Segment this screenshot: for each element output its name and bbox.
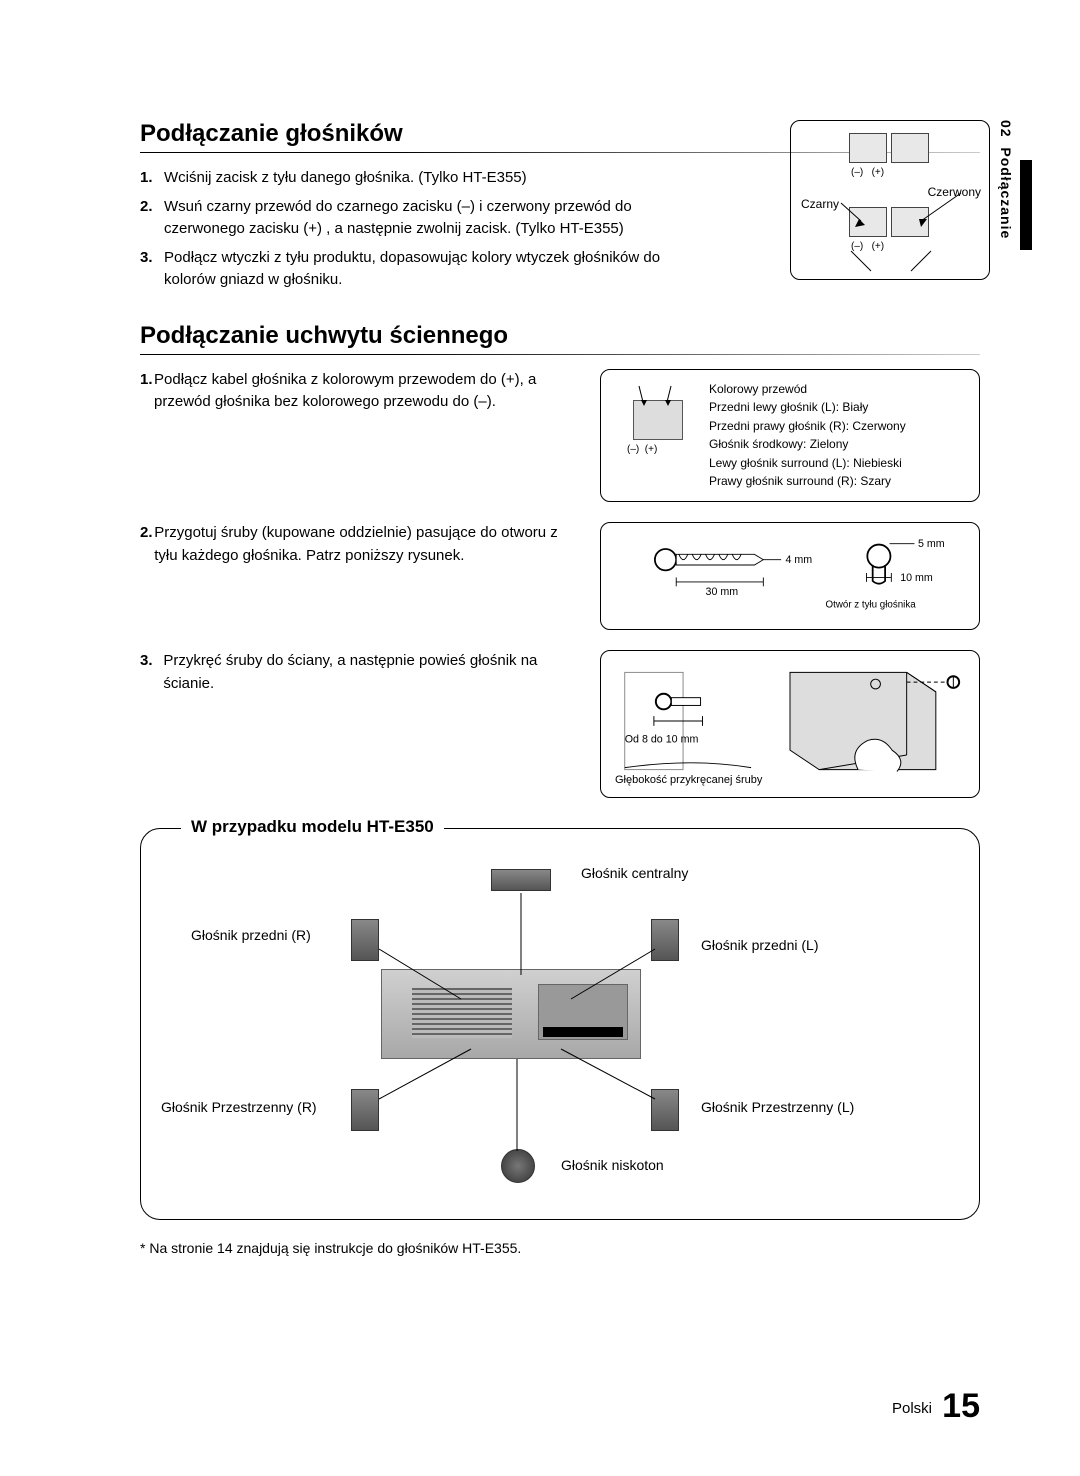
depth-label: Głębokość przykręcanej śruby xyxy=(615,772,762,790)
s2-step3-text: Przykręć śruby do ściany, a następnie po… xyxy=(163,650,580,798)
s2-step1-text: Podłącz kabel głośnika z kolorowym przew… xyxy=(154,369,580,503)
wire-fr: Przedni prawy głośnik (R): Czerwony xyxy=(709,417,906,436)
footer-lang: Polski xyxy=(892,1400,932,1417)
step-text: Wciśnij zacisk z tyłu danego głośnika. (… xyxy=(164,167,680,190)
section2-heading: Podłączanie uchwytu ściennego xyxy=(140,322,980,350)
svg-text:10 mm: 10 mm xyxy=(900,572,933,584)
step-number: 1. xyxy=(140,167,164,190)
model-layout-box: W przypadku modelu HT-E350 Głośnik centr… xyxy=(140,828,980,1220)
footnote: * Na stronie 14 znajdują się instrukcje … xyxy=(140,1240,980,1256)
wire-heading: Kolorowy przewód xyxy=(709,380,906,399)
section2-rule xyxy=(140,354,980,355)
svg-text:30 mm: 30 mm xyxy=(706,586,739,598)
wire-color-panel: (–) (+) Kolorowy przewód Przedni lewy gł… xyxy=(600,369,980,503)
wire-c: Głośnik środkowy: Zielony xyxy=(709,435,906,454)
chapter-number: 02 xyxy=(998,120,1014,138)
chapter-title: Podłączanie xyxy=(998,147,1014,239)
polarity-plus2: (+) xyxy=(872,241,885,252)
s2-step1-num: 1. xyxy=(140,369,154,503)
svg-text:4 mm: 4 mm xyxy=(786,554,813,566)
s2-step2-text: Przygotuj śruby (kupowane oddzielnie) pa… xyxy=(154,522,580,630)
polarity-minus2: (–) xyxy=(851,241,863,252)
wires-minus: (–) xyxy=(627,444,639,455)
s2-step3-num: 3. xyxy=(140,650,163,798)
step-number: 2. xyxy=(140,196,164,241)
side-chapter-tab: 02 Podłączanie xyxy=(998,120,1020,560)
model-box-title: W przypadku modelu HT-E350 xyxy=(181,817,444,837)
page-footer: Polski 15 xyxy=(892,1387,980,1426)
s1-step3: 3. Podłącz wtyczki z tyłu produktu, dopa… xyxy=(140,247,680,292)
s2-step2-num: 2. xyxy=(140,522,154,630)
step-number: 3. xyxy=(140,247,164,292)
s1-step1: 1. Wciśnij zacisk z tyłu danego głośnika… xyxy=(140,167,680,190)
s1-step2: 2. Wsuń czarny przewód do czarnego zacis… xyxy=(140,196,680,241)
screw-spec-panel: 4 mm 30 mm 5 mm 10 mm xyxy=(600,522,980,630)
wire-fl: Przedni lewy głośnik (L): Biały xyxy=(709,398,906,417)
svg-text:Otwór z tyłu głośnika: Otwór z tyłu głośnika xyxy=(826,600,917,611)
step-text: Wsuń czarny przewód do czarnego zacisku … xyxy=(164,196,680,241)
footer-page-number: 15 xyxy=(942,1387,980,1425)
connector-diagram: (–) (+) Czarny Czerwony (–) (+) xyxy=(790,120,990,280)
svg-text:Od 8 do 10 mm: Od 8 do 10 mm xyxy=(625,734,699,746)
step-text: Podłącz wtyczki z tyłu produktu, dopasow… xyxy=(164,247,680,292)
wires-plus: (+) xyxy=(645,444,658,455)
wire-sl: Lewy głośnik surround (L): Niebieski xyxy=(709,454,906,473)
wall-mount-panel: Od 8 do 10 mm Głębokość xyxy=(600,650,980,798)
svg-text:5 mm: 5 mm xyxy=(918,538,945,550)
wire-sr: Prawy głośnik surround (R): Szary xyxy=(709,472,906,491)
